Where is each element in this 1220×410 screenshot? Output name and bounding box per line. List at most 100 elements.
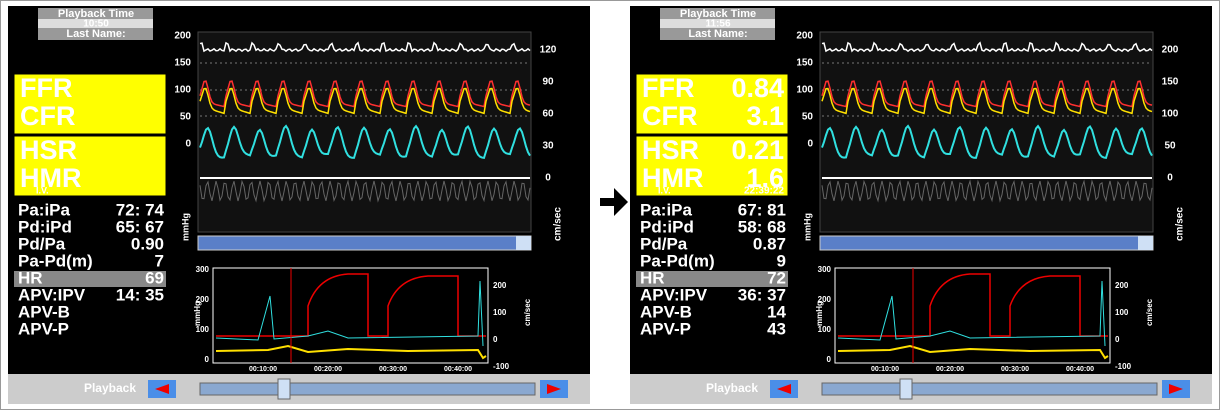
time-tick-label: 00:40:00 bbox=[1066, 366, 1094, 373]
readout-label: Pa-Pd(m) bbox=[18, 251, 93, 270]
ratio-label: CFR bbox=[642, 101, 698, 131]
scrollbar bbox=[819, 235, 1154, 251]
readout-label: HR bbox=[640, 268, 665, 287]
readout-label: APV-P bbox=[640, 319, 691, 338]
playback-label: Playback bbox=[84, 381, 136, 395]
readout-value: 7 bbox=[155, 251, 164, 270]
header-box bbox=[660, 28, 775, 40]
time-tick-label: 00:10:00 bbox=[249, 366, 277, 373]
ratio-label: HSR bbox=[20, 135, 77, 165]
playback-label: Playback bbox=[706, 381, 758, 395]
hr-bar bbox=[636, 271, 788, 287]
waveform bbox=[199, 80, 531, 108]
right-tick-label: -100 bbox=[493, 362, 510, 371]
next-icon bbox=[1169, 384, 1183, 394]
left-tick-label: 200 bbox=[818, 295, 832, 304]
left-tick-label: 150 bbox=[174, 58, 191, 69]
readout-value: 9 bbox=[777, 251, 786, 270]
readout-value: 67: 81 bbox=[738, 200, 786, 219]
time-tick-label: 00:30:00 bbox=[1001, 366, 1029, 373]
left-unit: mmHg bbox=[180, 213, 190, 241]
left-tick-label: 50 bbox=[802, 112, 814, 123]
trend-line bbox=[215, 344, 487, 360]
lower-plot bbox=[834, 267, 1111, 364]
prev-icon bbox=[155, 384, 169, 394]
left-tick-label: 100 bbox=[818, 325, 832, 334]
readout-value: 72: 74 bbox=[116, 200, 165, 219]
readout-value: 14 bbox=[767, 302, 786, 321]
header-box bbox=[38, 19, 153, 28]
right-tick-label: 90 bbox=[542, 77, 554, 88]
header-box bbox=[660, 19, 775, 28]
right-tick-label: 0 bbox=[1115, 335, 1120, 344]
slider-thumb[interactable] bbox=[277, 378, 291, 400]
right-tick-label: 200 bbox=[493, 281, 507, 290]
waveform bbox=[821, 80, 1153, 108]
playback-slider[interactable] bbox=[199, 382, 536, 396]
ratio-value: 3.1 bbox=[746, 101, 784, 131]
header-box bbox=[38, 28, 153, 40]
left-tick-label: 0 bbox=[205, 355, 210, 364]
left-tick-label: 50 bbox=[180, 112, 192, 123]
readout-label: Pa:iPa bbox=[640, 200, 693, 219]
ratio-box bbox=[635, 135, 789, 197]
trend-line bbox=[216, 273, 486, 337]
ratio-label: HMR bbox=[642, 163, 704, 193]
readout-value: 69 bbox=[145, 268, 164, 287]
left-tick-label: 200 bbox=[174, 31, 191, 42]
readout-label: Pd/Pa bbox=[640, 234, 688, 253]
time-tick-label: 00:10:00 bbox=[871, 366, 899, 373]
playback-time-label: Playback Time bbox=[58, 8, 134, 20]
waveform bbox=[821, 41, 1153, 53]
readout-label: APV-B bbox=[640, 302, 692, 321]
playback-time: 10:50 bbox=[83, 19, 109, 30]
ratio-box bbox=[635, 73, 789, 135]
ratio-label: FFR bbox=[642, 73, 694, 103]
ratio-label: CFR bbox=[20, 101, 76, 131]
lower-plot bbox=[212, 267, 489, 364]
iv-time: 22:39:22 bbox=[744, 186, 784, 197]
left-tick-label: 200 bbox=[196, 295, 210, 304]
left-tick-label: 100 bbox=[196, 325, 210, 334]
header-box bbox=[660, 8, 775, 19]
playback-slider[interactable] bbox=[821, 382, 1158, 396]
arrow bbox=[600, 188, 628, 216]
hr-bar bbox=[14, 271, 166, 287]
upper-plot bbox=[197, 31, 532, 233]
left-tick-label: 0 bbox=[827, 355, 832, 364]
ratio-value: 0.84 bbox=[731, 73, 784, 103]
right-tick-label: 0 bbox=[545, 173, 551, 184]
time-tick-label: 00:40:00 bbox=[444, 366, 472, 373]
readout-label: APV-P bbox=[18, 319, 69, 338]
slider-thumb[interactable] bbox=[899, 378, 913, 400]
right-tick-label: 0 bbox=[1167, 173, 1173, 184]
trend-line bbox=[838, 273, 1108, 337]
right-tick-label: 200 bbox=[1162, 45, 1179, 56]
left-tick-label: 150 bbox=[796, 58, 813, 69]
time-tick-label: 00:20:00 bbox=[314, 366, 342, 373]
left-tick-label: 100 bbox=[174, 85, 191, 96]
trend-line bbox=[837, 280, 1106, 347]
right-tick-label: 200 bbox=[1115, 281, 1129, 290]
upper-plot bbox=[819, 31, 1154, 233]
right-tick-label: 0 bbox=[493, 335, 498, 344]
ratio-label: HMR bbox=[20, 163, 82, 193]
readout-value: 0.90 bbox=[131, 234, 164, 253]
prev-icon bbox=[777, 384, 791, 394]
last-name-label: Last Name: bbox=[66, 28, 125, 40]
waveform bbox=[199, 87, 531, 115]
time-tick-label: 00:30:00 bbox=[379, 366, 407, 373]
left-unit: mmHg bbox=[815, 301, 824, 326]
right-tick-label: 30 bbox=[542, 141, 554, 152]
iv-label: I.V. bbox=[658, 185, 671, 195]
playback-time-label: Playback Time bbox=[680, 8, 756, 20]
right-tick-label: 150 bbox=[1162, 77, 1179, 88]
playback-time: 11:56 bbox=[705, 19, 730, 30]
right-unit: cm/sec bbox=[553, 207, 564, 241]
readout-label: Pa:iPa bbox=[18, 200, 71, 219]
ratio-box bbox=[13, 73, 167, 135]
readout-value: 36: 37 bbox=[738, 285, 786, 304]
